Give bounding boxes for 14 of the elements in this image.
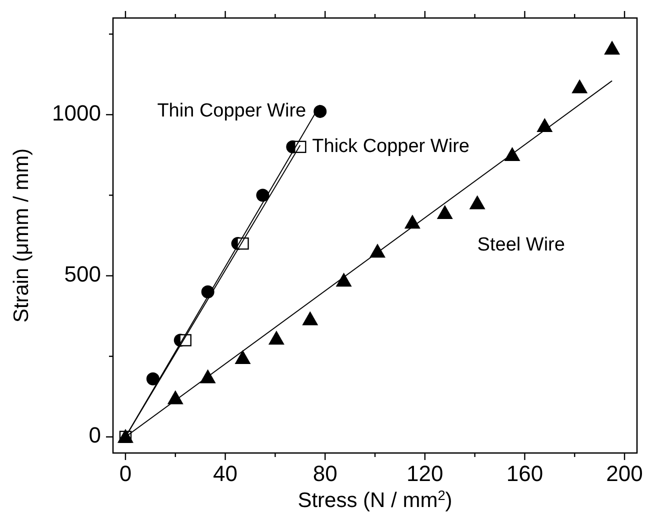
x-tick-label: 200 (606, 461, 643, 486)
x-tick-label: 120 (406, 461, 444, 486)
series-label: Steel Wire (477, 234, 565, 256)
y-tick-label: 1000 (52, 100, 101, 126)
y-axis-title: Strain (μmm / mm) (10, 148, 33, 323)
x-tick-label: 160 (506, 461, 544, 486)
x-tick-label: 0 (119, 461, 132, 486)
x-tick-label: 80 (312, 461, 338, 486)
series-label: Thin Copper Wire (157, 100, 306, 122)
x-tick-label: 40 (213, 461, 238, 486)
y-tick-label: 500 (64, 262, 101, 287)
y-tick-label: 0 (88, 422, 101, 448)
x-axis-title: Stress (N / mm$^{2}$) (298, 488, 452, 512)
series-label: Thick Copper Wire (312, 136, 470, 157)
